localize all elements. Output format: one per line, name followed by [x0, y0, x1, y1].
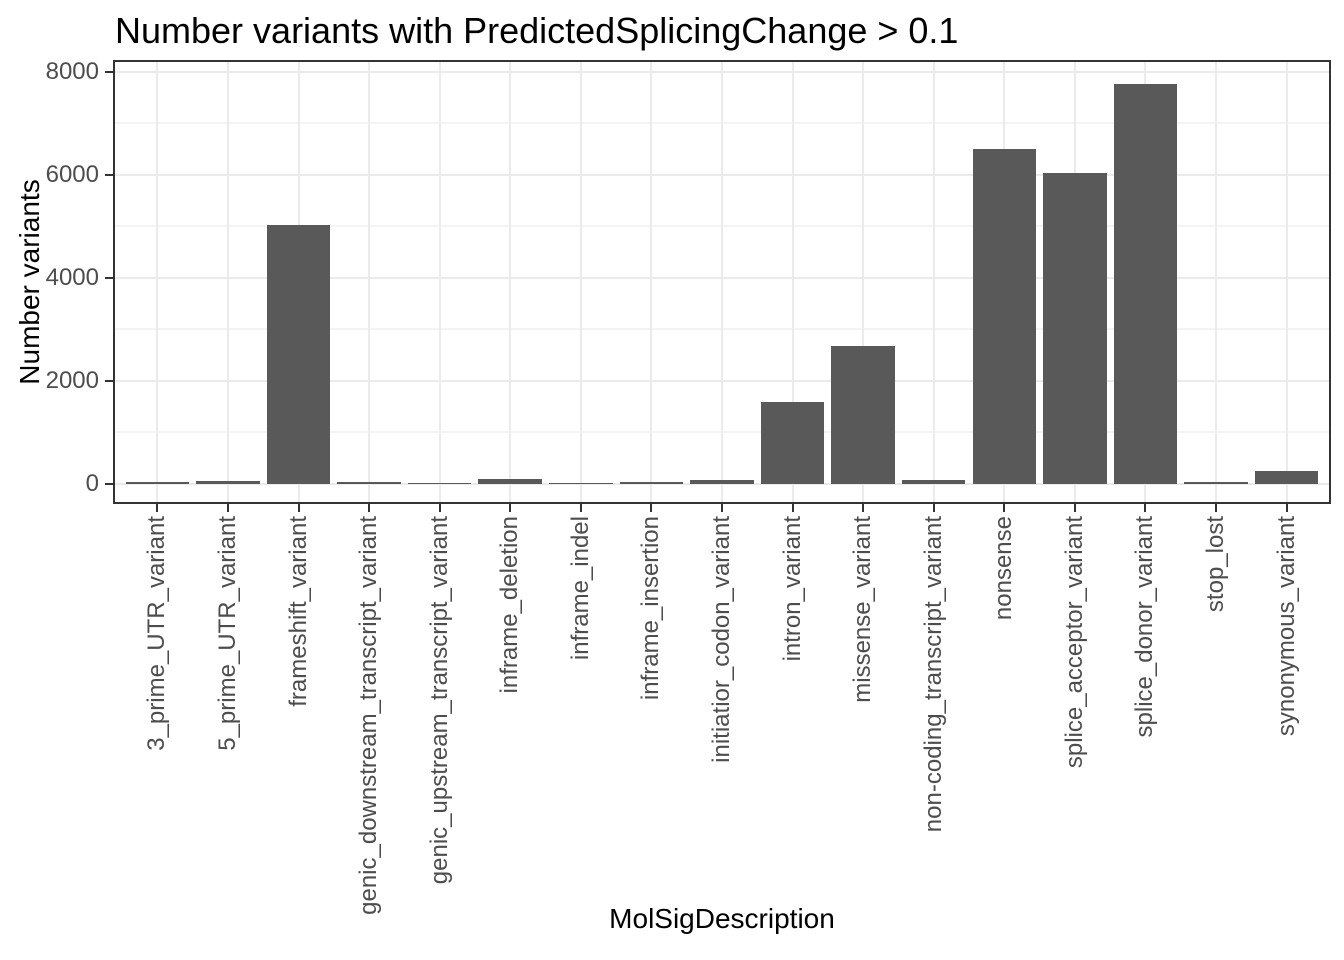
- x-tick-label: stop_lost: [1201, 516, 1229, 613]
- x-tick-label: inframe_deletion: [496, 516, 524, 694]
- gridline-vertical: [932, 62, 935, 502]
- x-tick-label: genic_downstream_transcript_variant: [354, 516, 382, 915]
- y-tick-label: 4000: [45, 263, 99, 291]
- x-tick-label: frameshift_variant: [284, 516, 312, 707]
- bar-splice_acceptor_variant: [1043, 172, 1107, 484]
- bar-3_prime_UTR_variant: [125, 482, 190, 484]
- bar-initiatior_codon_variant: [690, 479, 754, 484]
- gridline-vertical: [721, 62, 723, 502]
- y-tick-mark: [105, 379, 113, 382]
- x-tick-label: splice_donor_variant: [1131, 516, 1159, 738]
- x-tick-label: intron_variant: [778, 516, 806, 662]
- x-tick-mark: [932, 504, 935, 512]
- gridline-vertical: [791, 62, 794, 502]
- gridline-vertical: [862, 62, 865, 502]
- gridline-vertical: [156, 62, 159, 502]
- y-tick-mark: [105, 173, 113, 176]
- x-tick-label: genic_upstream_transcript_variant: [425, 516, 453, 885]
- x-tick-mark: [650, 504, 653, 512]
- bar-frameshift_variant: [266, 225, 331, 484]
- gridline-vertical: [226, 62, 229, 502]
- gridline-vertical: [368, 62, 371, 502]
- bar-non-coding_transcript_variant: [901, 480, 966, 484]
- y-tick-mark: [105, 71, 113, 73]
- x-tick-mark: [579, 504, 582, 512]
- gridline-vertical: [1285, 62, 1288, 502]
- x-tick-mark: [297, 504, 300, 512]
- x-axis-title: MolSigDescription: [609, 903, 835, 934]
- y-tick-label: 6000: [45, 160, 99, 188]
- x-tick-mark: [721, 504, 723, 512]
- chart-title: Number variants with PredictedSplicingCh…: [115, 10, 959, 51]
- x-tick-mark: [509, 504, 512, 512]
- x-tick-mark: [156, 504, 159, 512]
- x-tick-label: 3_prime_UTR_variant: [143, 516, 171, 751]
- x-tick-mark: [1285, 504, 1288, 512]
- y-tick-mark: [105, 276, 113, 279]
- bar-genic_downstream_transcript_variant: [337, 482, 401, 484]
- gridline-vertical: [438, 62, 441, 502]
- bar-inframe_insertion: [619, 482, 684, 484]
- x-tick-mark: [1003, 504, 1006, 512]
- gridline-vertical: [579, 62, 582, 502]
- plot-panel: [113, 60, 1331, 504]
- x-tick-mark: [791, 504, 794, 512]
- bar-intron_variant: [760, 402, 825, 484]
- bar-inframe_deletion: [478, 478, 542, 484]
- x-tick-mark: [1215, 504, 1218, 512]
- x-tick-mark: [1144, 504, 1147, 512]
- x-tick-label: initiatior_codon_variant: [707, 516, 735, 763]
- y-tick-mark: [105, 482, 113, 485]
- bar-missense_variant: [831, 346, 895, 484]
- bar-nonsense: [972, 148, 1037, 484]
- bar-5_prime_UTR_variant: [196, 481, 260, 484]
- x-tick-label: nonsense: [990, 516, 1018, 621]
- x-tick-label: missense_variant: [848, 516, 876, 703]
- x-tick-mark: [862, 504, 865, 512]
- x-tick-mark: [438, 504, 441, 512]
- x-tick-mark: [1073, 504, 1076, 512]
- bar-splice_donor_variant: [1113, 84, 1178, 484]
- x-tick-label: inframe_indel: [566, 516, 594, 661]
- gridline-vertical: [650, 62, 653, 502]
- y-tick-label: 2000: [45, 366, 99, 394]
- y-tick-label: 8000: [45, 58, 99, 85]
- x-tick-mark: [368, 504, 371, 512]
- x-tick-label: 5_prime_UTR_variant: [213, 516, 241, 751]
- bar-inframe_indel: [549, 482, 613, 484]
- x-tick-mark: [226, 504, 229, 512]
- y-tick-label: 0: [85, 469, 99, 497]
- x-tick-label: synonymous_variant: [1272, 516, 1300, 737]
- x-tick-label: inframe_insertion: [637, 516, 665, 701]
- bar-genic_upstream_transcript_variant: [407, 482, 472, 484]
- x-tick-label: non-coding_transcript_variant: [919, 516, 947, 833]
- bar-synonymous_variant: [1254, 470, 1319, 484]
- gridline-vertical: [1215, 62, 1218, 502]
- gridline-vertical: [509, 62, 512, 502]
- bar-stop_lost: [1184, 482, 1248, 484]
- x-tick-label: splice_acceptor_variant: [1060, 516, 1088, 769]
